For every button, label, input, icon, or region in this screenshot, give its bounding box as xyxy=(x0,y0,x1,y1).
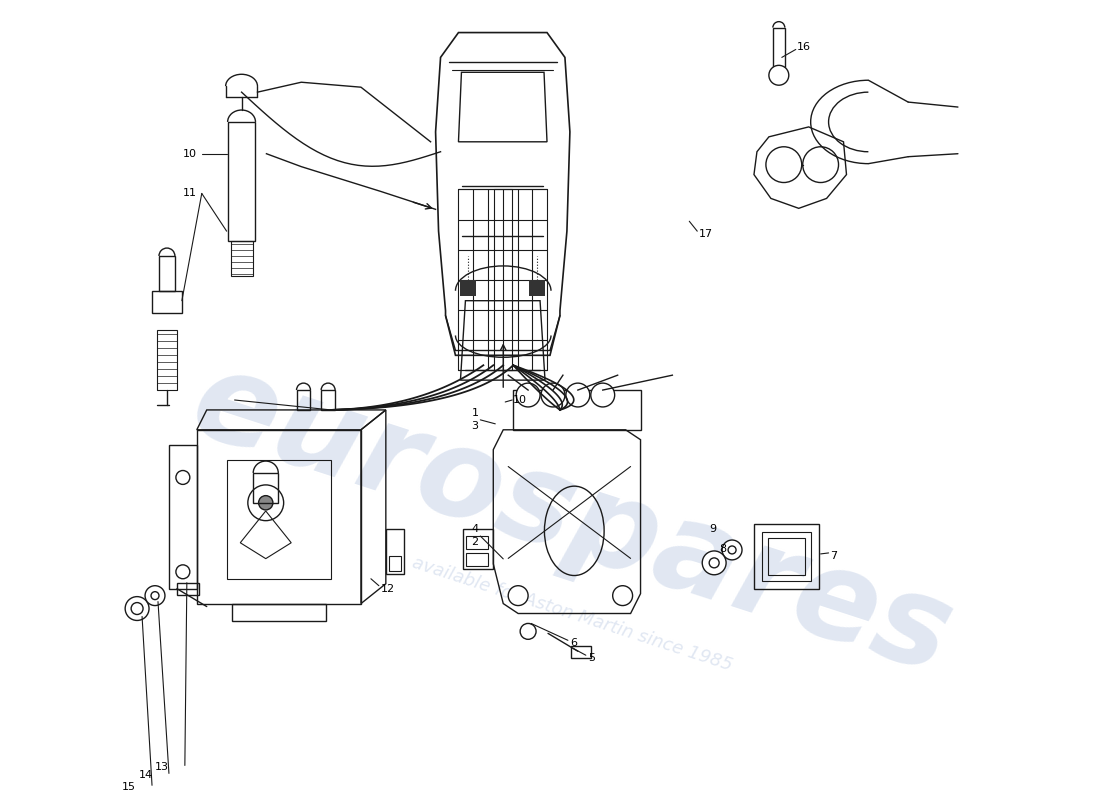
Bar xyxy=(232,603,326,622)
Bar xyxy=(169,445,197,589)
Bar xyxy=(571,646,591,658)
Bar xyxy=(386,529,404,574)
Circle shape xyxy=(803,146,838,182)
Text: 16: 16 xyxy=(796,42,811,53)
Bar xyxy=(768,538,805,574)
Circle shape xyxy=(176,565,190,578)
Circle shape xyxy=(565,383,590,407)
Text: 11: 11 xyxy=(183,189,197,198)
Text: 9: 9 xyxy=(710,524,716,534)
Circle shape xyxy=(766,146,802,182)
Text: 1: 1 xyxy=(472,408,478,418)
Text: 12: 12 xyxy=(381,584,395,594)
Text: 17: 17 xyxy=(700,229,714,239)
Circle shape xyxy=(722,540,742,560)
Bar xyxy=(231,241,253,276)
Text: 8: 8 xyxy=(719,544,726,554)
Circle shape xyxy=(125,597,148,621)
Bar xyxy=(762,532,811,581)
Bar xyxy=(321,390,336,410)
Bar xyxy=(461,280,476,296)
Circle shape xyxy=(613,586,632,606)
Circle shape xyxy=(516,383,540,407)
Text: 2: 2 xyxy=(471,537,478,547)
Bar xyxy=(160,256,175,290)
Circle shape xyxy=(248,485,284,521)
Bar xyxy=(466,553,488,566)
Text: 10: 10 xyxy=(514,395,527,405)
Text: 4: 4 xyxy=(471,524,478,534)
Bar xyxy=(529,280,544,296)
Circle shape xyxy=(145,586,165,606)
Circle shape xyxy=(176,470,190,485)
Text: 14: 14 xyxy=(139,770,153,780)
Circle shape xyxy=(702,551,726,574)
Bar xyxy=(152,290,182,313)
Circle shape xyxy=(151,592,160,600)
Circle shape xyxy=(710,558,719,568)
Bar xyxy=(297,390,310,410)
Bar xyxy=(388,556,400,571)
Circle shape xyxy=(131,602,143,614)
Text: 3: 3 xyxy=(472,421,478,431)
Text: 10: 10 xyxy=(183,149,197,158)
Circle shape xyxy=(728,546,736,554)
Bar xyxy=(754,524,818,589)
Text: 5: 5 xyxy=(587,653,595,663)
Text: 15: 15 xyxy=(122,782,136,792)
Text: 13: 13 xyxy=(155,762,169,773)
Bar xyxy=(514,390,640,430)
Bar xyxy=(253,473,278,502)
Bar xyxy=(228,122,255,241)
Text: eurospares: eurospares xyxy=(177,339,967,699)
Circle shape xyxy=(591,383,615,407)
Circle shape xyxy=(769,66,789,86)
Bar xyxy=(197,430,361,603)
Bar xyxy=(466,536,488,549)
Circle shape xyxy=(541,383,565,407)
Text: available for Aston Martin since 1985: available for Aston Martin since 1985 xyxy=(409,554,735,675)
Bar xyxy=(157,330,177,390)
Text: 7: 7 xyxy=(830,551,838,561)
Circle shape xyxy=(520,623,536,639)
Circle shape xyxy=(508,586,528,606)
Bar xyxy=(227,459,331,578)
Bar xyxy=(463,529,493,569)
Text: 6: 6 xyxy=(570,638,576,648)
Bar xyxy=(177,582,199,594)
Circle shape xyxy=(258,496,273,510)
Bar xyxy=(773,28,784,67)
Bar xyxy=(494,190,513,370)
